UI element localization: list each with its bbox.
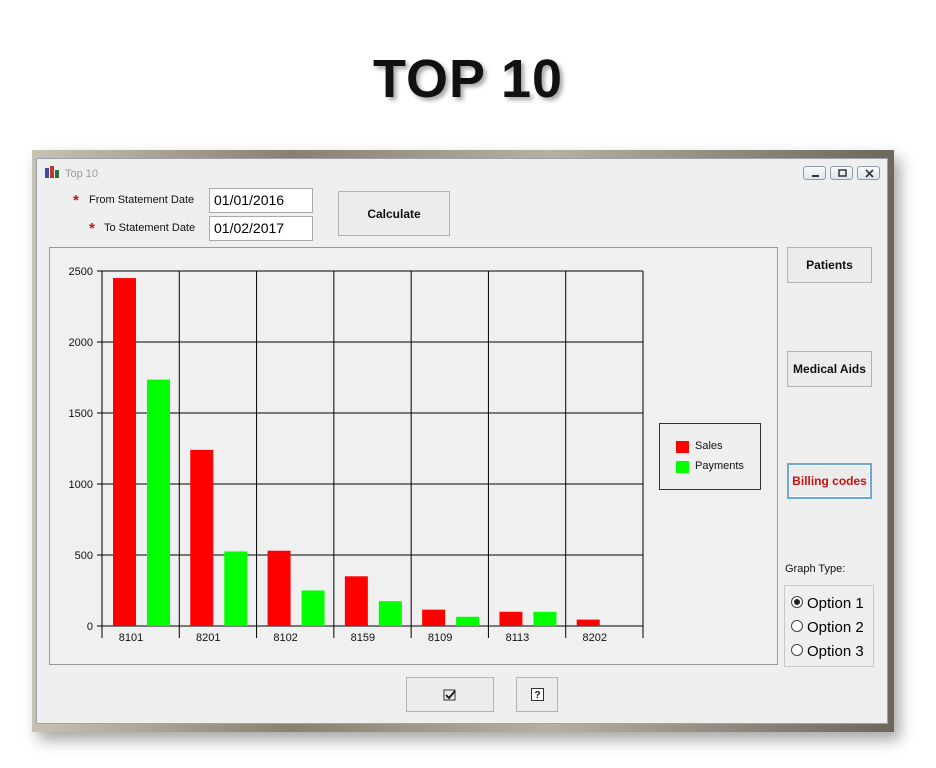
medical-aids-button[interactable]: Medical Aids xyxy=(787,351,872,387)
patients-button[interactable]: Patients xyxy=(787,247,872,283)
calculate-button[interactable]: Calculate xyxy=(338,191,450,236)
y-tick-label: 2000 xyxy=(69,337,93,349)
legend-label-sales: Sales xyxy=(695,440,723,452)
top10-window: Top 10 * From Statement Date 01/01/2016 … xyxy=(36,158,888,724)
chart-legend: Sales Payments xyxy=(659,423,761,490)
graph-type-group: Option 1 Option 2 Option 3 xyxy=(784,585,874,667)
bar-sales-8159 xyxy=(344,576,368,626)
x-tick-label: 8201 xyxy=(196,632,220,644)
bar-sales-8102 xyxy=(267,550,291,626)
check-icon xyxy=(443,689,456,700)
legend-swatch-sales xyxy=(676,441,689,453)
y-tick-label: 0 xyxy=(87,621,93,633)
to-date-input[interactable]: 01/02/2017 xyxy=(209,216,313,241)
window-titlebar[interactable]: Top 10 xyxy=(37,159,887,187)
bar-payments-8109 xyxy=(456,616,480,626)
minimize-button[interactable] xyxy=(803,166,826,180)
bar-payments-8201 xyxy=(224,551,248,626)
y-tick-label: 1000 xyxy=(69,479,93,491)
graph-type-label: Graph Type: xyxy=(785,563,846,575)
slide-title: TOP 10 xyxy=(372,49,564,109)
bar-sales-8109 xyxy=(422,609,446,626)
help-icon: ? xyxy=(530,688,544,701)
graph-type-option-1[interactable]: Option 1 xyxy=(791,595,864,612)
svg-text:?: ? xyxy=(534,690,540,701)
x-tick-label: 8109 xyxy=(428,632,452,644)
billing-codes-button[interactable]: Billing codes xyxy=(787,463,872,499)
window-title: Top 10 xyxy=(65,168,99,180)
y-tick-label: 2500 xyxy=(69,266,93,278)
x-tick-label: 8102 xyxy=(273,632,297,644)
bar-chart: 0 500 1000 1500 2000 2500 8101 8201 8102 8159 8109… xyxy=(69,266,644,644)
app-icon xyxy=(45,166,59,178)
required-marker: * xyxy=(73,192,79,209)
x-tick-label: 8101 xyxy=(119,632,143,644)
from-date-label: From Statement Date xyxy=(89,194,195,206)
radio-unselected-icon xyxy=(791,644,803,657)
required-marker: * xyxy=(89,220,95,237)
x-tick-label: 8159 xyxy=(351,632,375,644)
bar-payments-8113 xyxy=(533,611,557,626)
y-tick-label: 500 xyxy=(75,550,93,562)
legend-swatch-payments xyxy=(676,461,689,473)
bar-payments-8159 xyxy=(378,601,402,626)
bar-sales-8201 xyxy=(190,449,214,626)
bar-payments-8102 xyxy=(301,590,325,626)
legend-label-payments: Payments xyxy=(695,460,744,472)
minimize-icon xyxy=(812,175,819,177)
bar-payments-8101 xyxy=(147,379,170,626)
y-tick-label: 1500 xyxy=(69,408,93,420)
x-tick-label: 8113 xyxy=(506,632,530,644)
ok-button[interactable] xyxy=(406,677,494,712)
from-date-input[interactable]: 01/01/2016 xyxy=(209,188,313,213)
maximize-icon xyxy=(838,169,847,177)
to-date-label: To Statement Date xyxy=(104,222,196,234)
graph-type-option-1-label: Option 1 xyxy=(807,595,864,612)
chart-panel: 0 500 1000 1500 2000 2500 8101 8201 8102 8159 8109… xyxy=(49,247,778,665)
bar-sales-8202 xyxy=(576,619,600,626)
help-button[interactable]: ? xyxy=(516,677,558,712)
bar-sales-8101 xyxy=(113,278,136,626)
radio-unselected-icon xyxy=(791,620,803,633)
graph-type-option-3[interactable]: Option 3 xyxy=(791,643,864,660)
close-button[interactable] xyxy=(857,166,880,180)
graph-type-option-3-label: Option 3 xyxy=(807,643,864,660)
close-icon xyxy=(865,169,874,178)
graph-type-option-2-label: Option 2 xyxy=(807,619,864,636)
radio-selected-icon xyxy=(791,596,803,609)
graph-type-option-2[interactable]: Option 2 xyxy=(791,619,864,636)
bar-sales-8113 xyxy=(499,611,523,626)
x-tick-label: 8202 xyxy=(582,632,606,644)
maximize-button[interactable] xyxy=(830,166,853,180)
